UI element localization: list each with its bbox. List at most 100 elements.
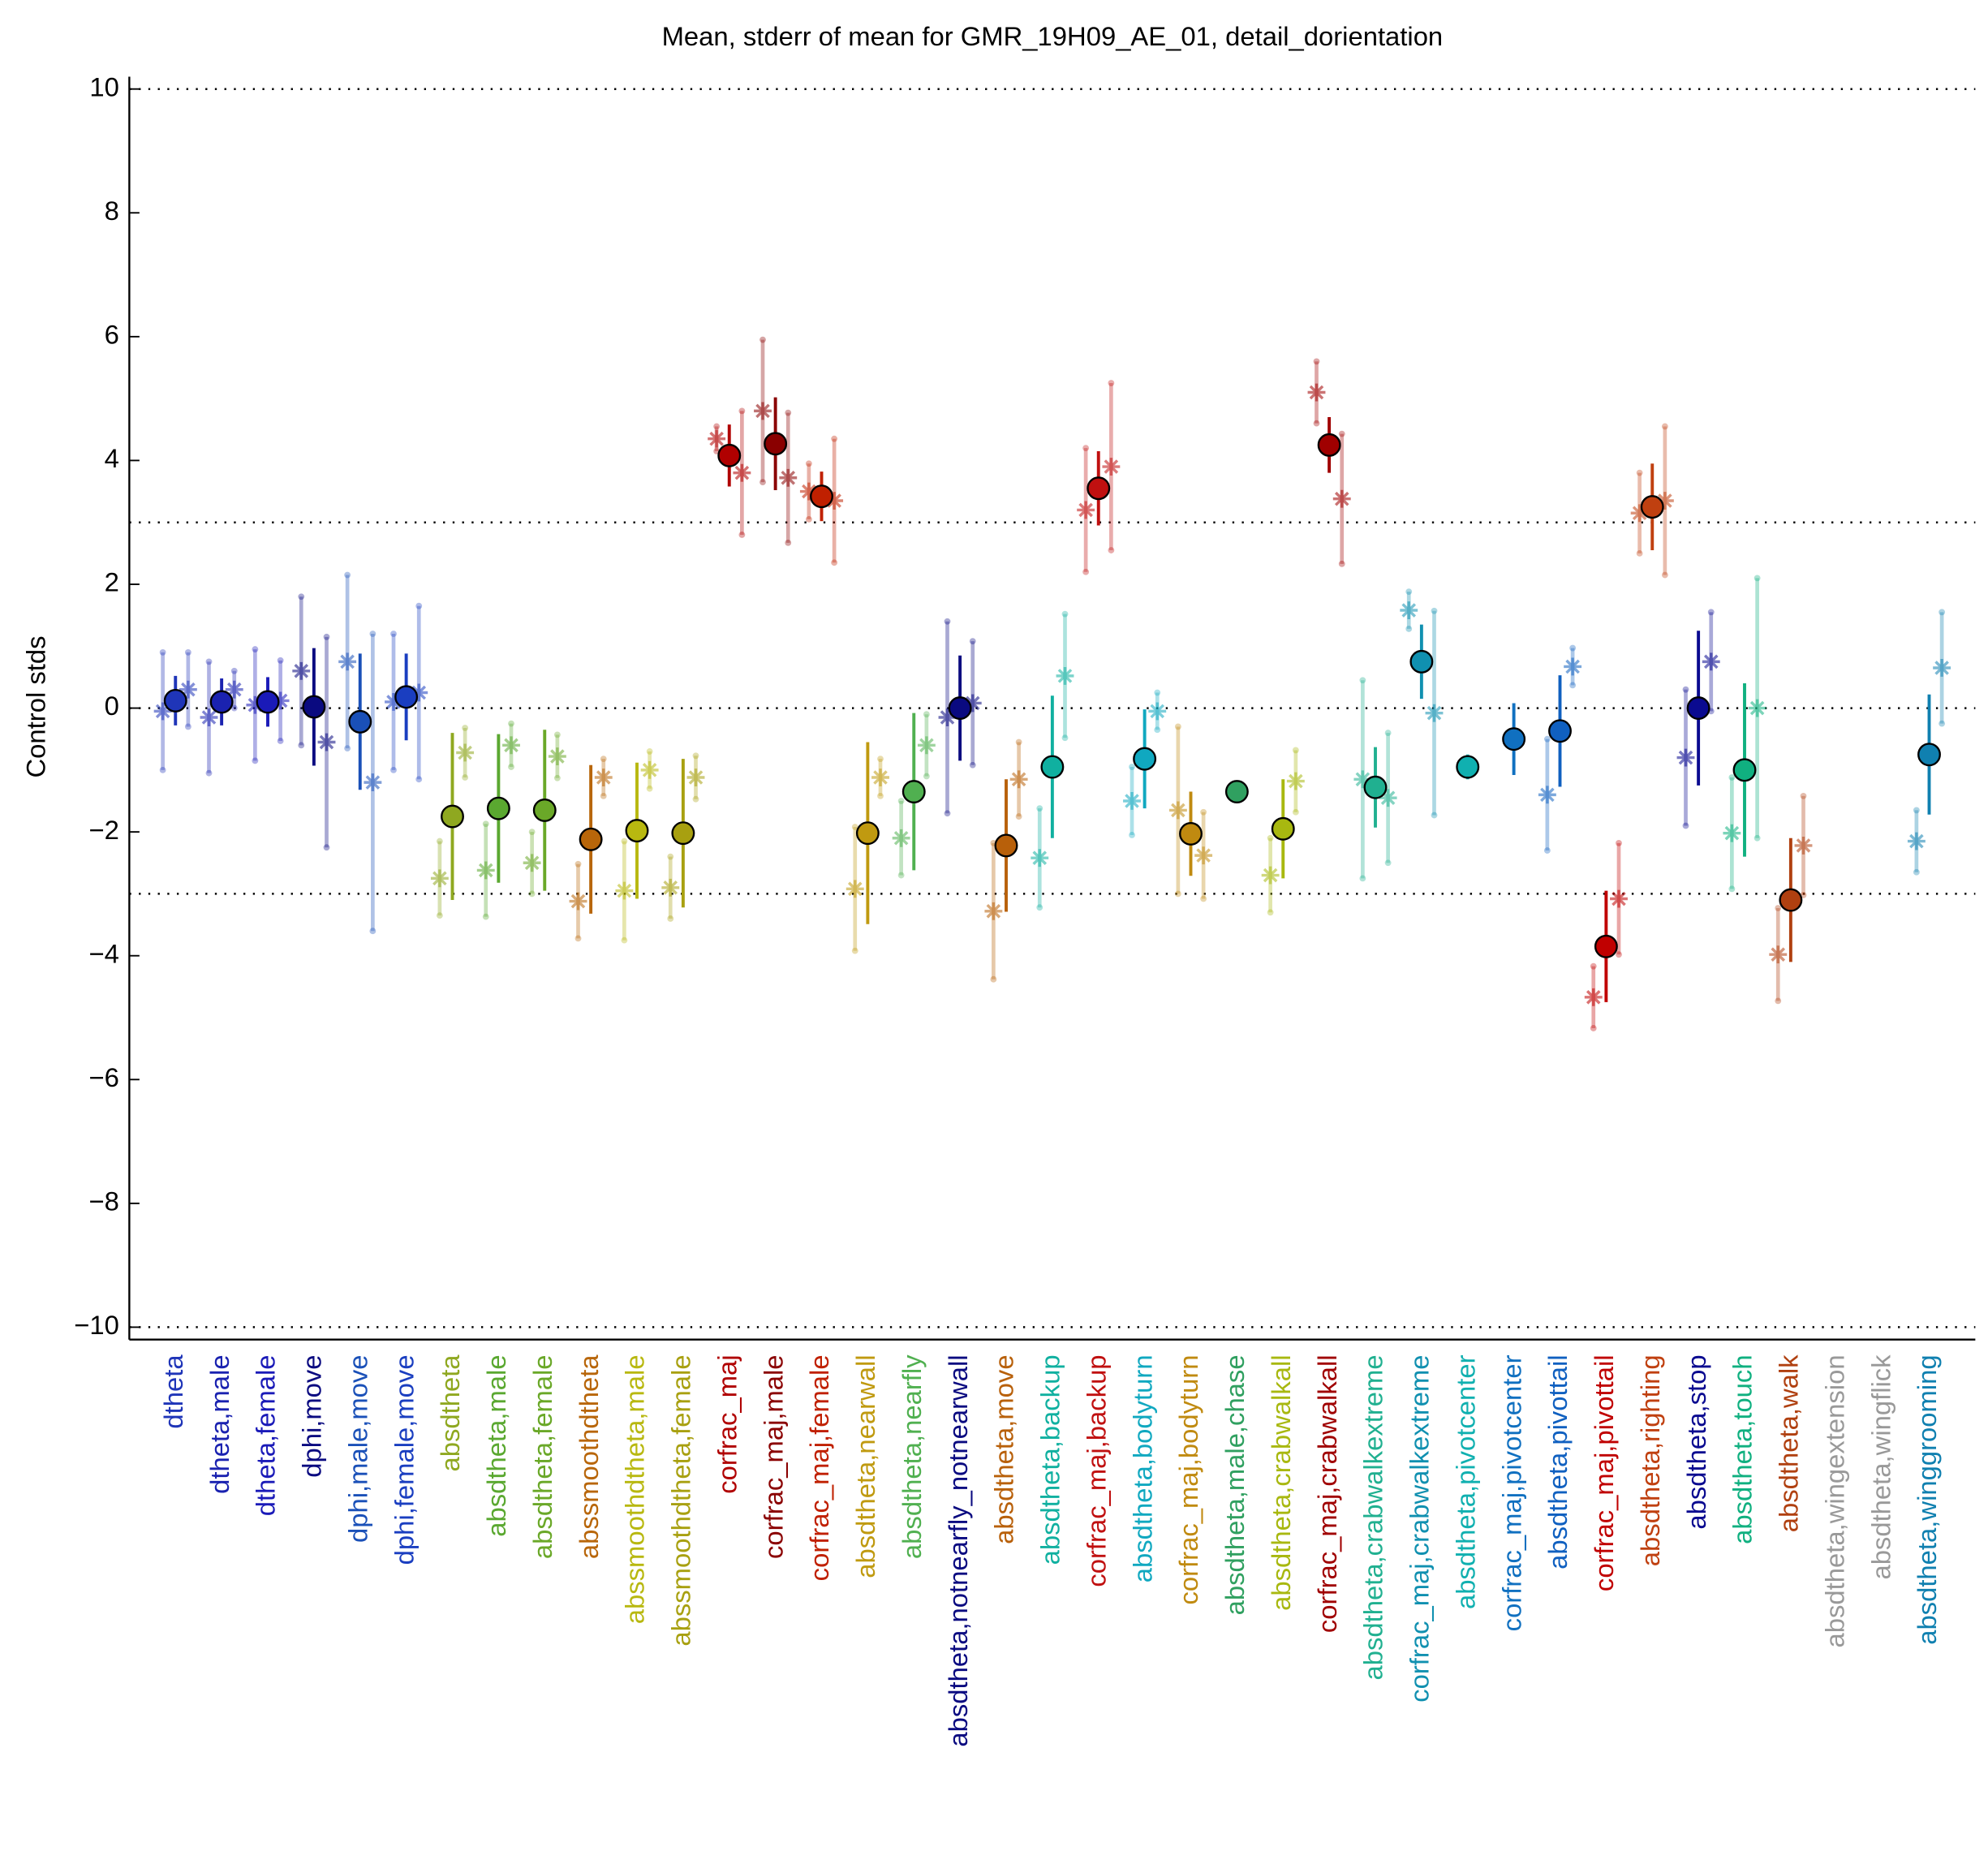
x-tick-label: absdtheta,move [989,1354,1019,1544]
mean-marker [764,432,788,456]
sub-mean-star [754,402,772,420]
mean-marker [1040,755,1065,779]
x-tick-label: dphi,male,move [342,1354,372,1543]
sub-error-cap [759,479,766,486]
sub-error-cap [1661,571,1668,579]
sub-mean-star [1056,666,1074,685]
sub-error-cap [436,837,443,845]
sub-error-cap [1661,423,1668,430]
sub-error-cap [1154,726,1161,734]
sub-error-cap [1036,904,1043,911]
sub-error-cap [528,829,536,836]
x-tick-label: absdtheta,nearwall [850,1354,880,1578]
sub-error-cap [805,460,812,467]
x-tick-label: absdtheta,crabwalkall [1266,1354,1296,1610]
x-tick-label: absdtheta,bodyturn [1127,1354,1157,1582]
sub-error-cap [1775,997,1782,1005]
sub-mean-star [1123,792,1141,810]
mean-marker [671,821,695,846]
mean-marker [855,821,880,846]
sub-error-cap [1108,380,1115,386]
sub-error-cap [1174,890,1181,898]
sub-mean-star [1194,846,1213,865]
x-tick-label: absdtheta,stop [1681,1354,1711,1529]
x-tick-label: absdtheta,male [481,1354,511,1536]
sub-mean-star [338,652,357,671]
sub-error-cap [1431,607,1438,614]
sub-error-cap [1753,575,1761,582]
sub-error-cap [897,798,905,804]
sub-error-cap [1913,868,1920,876]
sub-mean-star [1676,748,1695,767]
sub-mean-star [733,463,751,482]
x-tick-label: corfrac_maj [712,1354,742,1493]
sub-error-cap [1405,588,1413,596]
sub-mean-star [1425,704,1444,722]
sub-mean-star [1769,945,1788,964]
sub-error-cap [1590,962,1597,970]
y-tick-label: 8 [105,196,119,226]
mean-marker [1087,476,1111,501]
sub-mean-star [179,680,197,699]
sub-error-cap [1200,895,1207,902]
sub-error-cap [390,631,397,637]
mean-marker [1133,747,1157,771]
sub-error-cap [1082,568,1090,575]
sub-mean-star [271,691,290,710]
sub-error-cap [159,766,166,773]
sub-error-cap [298,742,305,749]
sub-error-cap [184,723,191,730]
sub-error-cap [528,890,536,898]
sub-mean-star [594,769,613,786]
sub-error-cap [205,658,213,665]
sub-error-cap [1728,774,1736,781]
y-tick-label: −8 [88,1186,118,1216]
sub-mean-star [1630,504,1649,523]
sub-error-cap [1061,610,1069,618]
x-tick-label: corfrac_maj,crabwalkextreme [1405,1354,1435,1702]
mean-marker [348,709,372,734]
sub-mean-star [246,695,265,714]
sub-mean-star [984,902,1003,920]
sub-mean-star [1794,836,1813,855]
x-tick-label: abssmoothdtheta,female [666,1354,696,1646]
sub-error-cap [923,711,930,718]
mean-marker [1317,433,1341,457]
sub-mean-star [661,878,680,897]
sub-error-cap [1682,822,1689,829]
sub-error-cap [277,738,284,744]
sub-error-cap [1359,875,1366,882]
sub-error-cap [1707,609,1715,616]
x-tick-label: dphi,move [297,1354,327,1477]
sub-error-cap [667,853,674,860]
sub-error-cap [1590,1025,1597,1031]
sub-mean-star [1353,770,1372,789]
x-tick-label: abssmoothdtheta,male [620,1354,650,1624]
sub-error-cap [667,915,674,922]
sub-mean-star [1031,849,1049,868]
sub-error-cap [877,756,884,763]
sub-error-cap [944,618,951,625]
mean-marker [1640,495,1664,519]
sub-error-cap [553,774,561,781]
sub-error-cap [785,409,792,416]
sub-error-cap [692,752,699,760]
sub-error-cap [759,336,766,343]
sub-mean-star [1168,801,1187,820]
sub-error-cap [851,947,858,954]
mean-marker [948,696,972,721]
mean-marker [1732,758,1757,782]
sub-error-cap [621,837,628,845]
x-tick-label: absdtheta,pivotcenter [1450,1354,1480,1609]
sub-error-cap [1384,859,1392,867]
sub-mean-star [1400,601,1418,619]
sub-error-cap [230,704,238,712]
sub-error-cap [831,435,838,442]
sub-error-cap [1405,626,1413,632]
x-tick-label: absdtheta,righting [1635,1354,1665,1566]
sub-error-cap [990,975,997,983]
sub-mean-star [1584,988,1603,1006]
sub-error-cap [831,559,838,566]
